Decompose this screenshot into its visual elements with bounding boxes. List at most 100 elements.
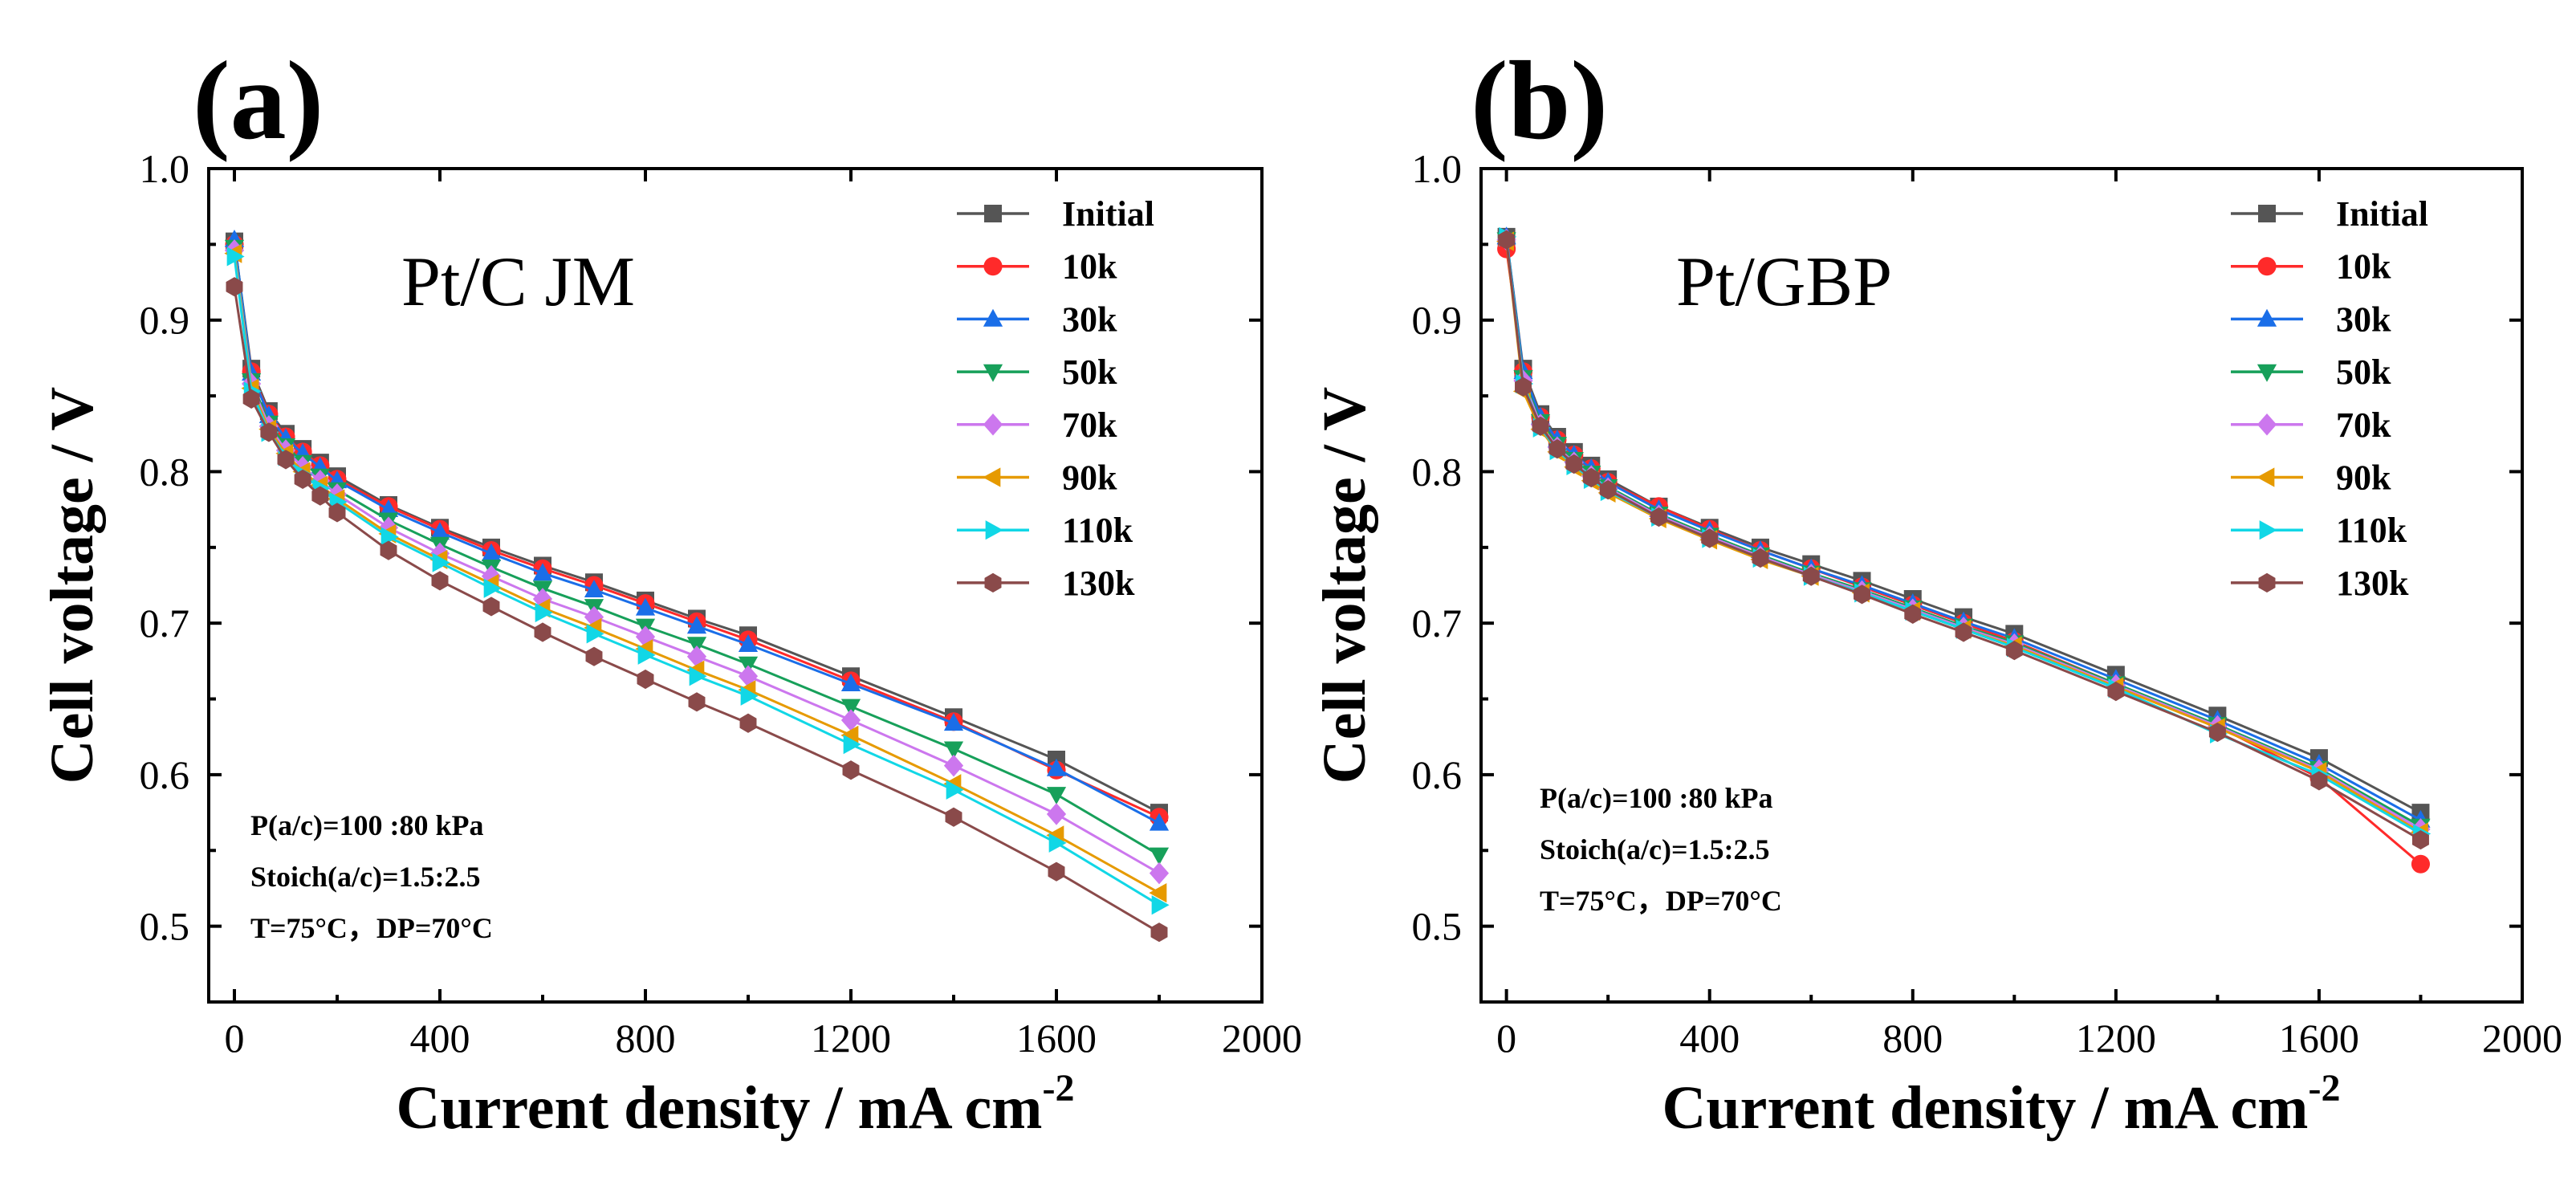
legend-item: 30k <box>2231 299 2391 339</box>
series-line <box>1505 248 2422 865</box>
legend-item: 10k <box>2231 247 2391 287</box>
x-tick-label: 0 <box>225 1016 245 1061</box>
legend-label: 110k <box>2336 511 2407 550</box>
data-point <box>738 633 759 652</box>
legend-marker <box>983 364 1003 382</box>
legend-label: 10k <box>1062 247 1117 287</box>
condition-temperature: T=75°C，DP=70°C <box>1540 885 1782 917</box>
data-point <box>1802 566 1820 586</box>
legend-item: 130k <box>957 564 1135 603</box>
x-axis-title: Current density / mA cm-2 <box>1662 1067 2341 1142</box>
data-point <box>2310 771 2328 791</box>
data-point <box>481 543 502 561</box>
data-point <box>1149 847 1170 865</box>
legend-marker <box>984 205 1002 222</box>
data-point <box>429 522 450 540</box>
data-point <box>943 713 964 731</box>
legend-item: 30k <box>957 299 1117 339</box>
series-initial <box>226 232 1168 822</box>
data-point <box>1498 230 1516 250</box>
axis-ticks: 0 400 800 1200 1600 2000 0.5 0.6 0.7 0.8 0.9 1.0 <box>140 146 1303 1061</box>
data-point <box>1151 895 1170 915</box>
y-tick-label: 0.7 <box>1412 601 1463 646</box>
data-point <box>534 622 551 642</box>
legend-marker <box>983 308 1003 327</box>
data-point <box>294 469 311 489</box>
series-30k <box>1496 226 2431 828</box>
legend-item: Initial <box>2231 194 2428 234</box>
y-tick-label: 0.9 <box>140 298 190 343</box>
data-point <box>584 580 604 598</box>
y-tick-label: 0.8 <box>140 449 190 494</box>
legend-label: 70k <box>1062 405 1117 445</box>
data-point <box>1046 803 1067 825</box>
data-point <box>2107 682 2125 702</box>
x-axis-title-main: Current density / mA cm <box>397 1074 1043 1142</box>
x-tick-label: 1200 <box>811 1016 891 1061</box>
data-point <box>378 516 399 540</box>
x-tick-label: 1600 <box>1016 1016 1097 1061</box>
data-point <box>1955 622 1972 642</box>
y-tick-label: 0.5 <box>140 904 190 949</box>
plot-frame <box>1479 167 2524 1004</box>
data-point <box>1752 548 1769 568</box>
data-point <box>1149 883 1167 903</box>
data-point <box>1048 861 1065 882</box>
data-point <box>585 646 603 666</box>
data-point <box>431 571 449 591</box>
legend-label: 50k <box>1062 352 1117 392</box>
y-tick-label: 1.0 <box>140 146 190 191</box>
data-point <box>586 624 604 644</box>
x-axis-title-exponent: -2 <box>2309 1067 2341 1110</box>
panel-a: (a) 0 400 800 1200 1600 2000 0.5 0.6 0.7 0.8 0.9 1.… <box>39 39 1302 1142</box>
legend-marker <box>2258 205 2276 222</box>
x-tick-label: 0 <box>1496 1016 1516 1061</box>
data-point <box>378 499 399 517</box>
series-line <box>1505 239 2422 831</box>
y-tick-label: 0.9 <box>1412 298 1463 343</box>
x-tick-label: 400 <box>410 1016 470 1061</box>
data-point <box>483 578 502 598</box>
data-point <box>686 616 707 634</box>
y-tick-label: 0.7 <box>140 601 190 646</box>
data-point <box>1046 758 1067 776</box>
data-point <box>1650 507 1667 527</box>
panel-label: (b) <box>1471 39 1608 163</box>
y-tick-label: 0.6 <box>140 752 190 797</box>
data-point <box>1149 861 1170 885</box>
legend: Initial 10k 30k 50k 70k 90k 110k 130k <box>957 194 1154 603</box>
axis-ticks: 0 400 800 1200 1600 2000 0.5 0.6 0.7 0.8 0.9 1.0 <box>1412 146 2563 1061</box>
condition-pressure: P(a/c)=100 :80 kPa <box>1540 782 1772 814</box>
data-point <box>482 597 500 617</box>
data-point <box>1599 480 1617 500</box>
legend-marker <box>983 413 1003 436</box>
legend-item: Initial <box>957 194 1154 234</box>
legend-marker <box>2258 572 2276 593</box>
y-tick-label: 0.6 <box>1412 752 1463 797</box>
legend-item: 90k <box>957 458 1117 498</box>
data-point <box>688 692 706 712</box>
data-point <box>840 698 861 717</box>
data-point <box>840 674 861 692</box>
data-point <box>842 760 860 780</box>
data-point <box>2411 829 2429 850</box>
series-line <box>1505 236 2422 821</box>
data-point <box>311 486 329 506</box>
series-line <box>1505 239 2422 828</box>
legend-marker <box>2257 364 2277 382</box>
legend-item: 70k <box>2231 405 2391 445</box>
legend-label: Initial <box>1062 194 1154 234</box>
series-line <box>233 239 1160 825</box>
data-point <box>1565 454 1583 474</box>
series-70k <box>1496 228 2431 841</box>
legend-marker <box>984 572 1002 593</box>
data-point <box>380 540 397 560</box>
panel-label: (a) <box>193 39 324 163</box>
material-annotation: Pt/C JM <box>401 243 635 321</box>
data-point <box>226 246 245 267</box>
x-tick-label: 400 <box>1679 1016 1740 1061</box>
series-layer <box>1496 226 2432 874</box>
legend-label: 30k <box>1062 299 1117 339</box>
data-point <box>2411 854 2431 874</box>
legend-item: 90k <box>2231 458 2391 498</box>
